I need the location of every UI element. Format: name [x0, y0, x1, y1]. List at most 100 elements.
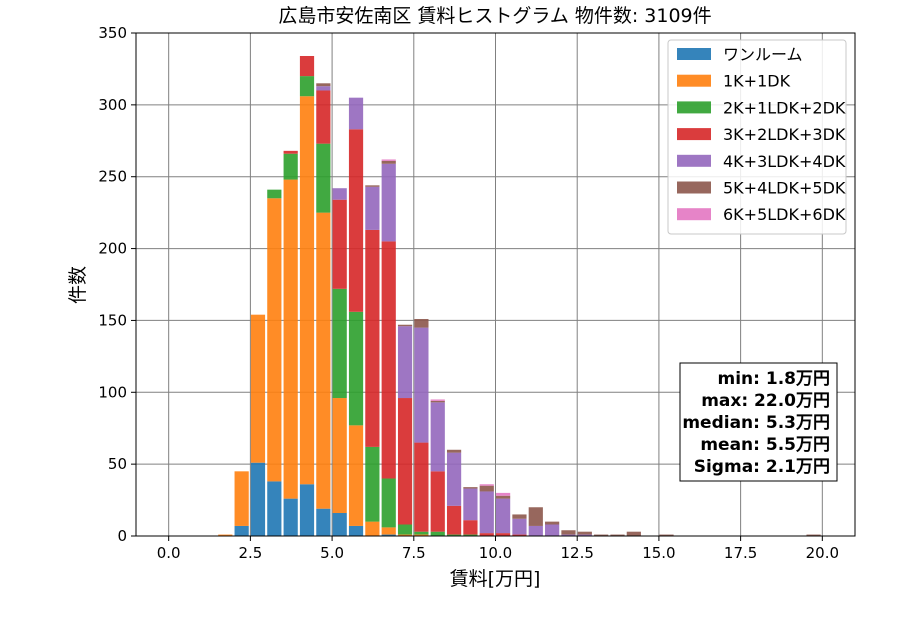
bar-segment: [577, 531, 592, 535]
legend-swatch: [677, 181, 711, 194]
bar-segment: [316, 508, 331, 536]
bar-segment: [626, 531, 641, 536]
legend-label: 3K+2LDK+3DK: [723, 125, 846, 144]
legend-frame: [667, 39, 847, 235]
x-tick-label: 12.5: [561, 544, 594, 562]
legend-label: 4K+3LDK+4DK: [723, 152, 846, 171]
x-tick-label: 0.0: [157, 544, 181, 562]
bar-segment: [381, 527, 396, 535]
bar-segment: [365, 521, 380, 536]
y-tick-label: 350: [98, 24, 127, 42]
bar-segment: [365, 229, 380, 447]
x-tick-label: 5.0: [320, 544, 344, 562]
bar-segment: [463, 488, 478, 521]
bar-segment: [479, 484, 494, 486]
y-tick-label: 0: [117, 527, 127, 545]
bar-segment: [397, 324, 413, 327]
stats-line: Sigma: 2.1万円: [694, 457, 830, 477]
legend-label: ワンルーム: [723, 45, 803, 64]
bar-segment: [430, 400, 445, 403]
bar-segment: [479, 491, 494, 534]
y-tick-label: 300: [98, 96, 127, 114]
x-tick-label: 15.0: [642, 544, 675, 562]
bar-segment: [446, 452, 462, 506]
y-tick-label: 250: [98, 168, 127, 186]
stats-frame: [679, 362, 838, 482]
bar-segment: [332, 188, 347, 200]
bar-segment: [250, 462, 266, 536]
bar-segment: [512, 518, 527, 535]
stats-line: max: 22.0万円: [701, 391, 830, 411]
bar-segment: [414, 318, 429, 328]
bar-segment: [381, 159, 396, 161]
stats-line: median: 5.3万円: [682, 413, 830, 433]
bar-segment: [332, 513, 347, 536]
bar-segment: [496, 495, 511, 499]
bar-segment: [397, 326, 413, 399]
bar-segment: [479, 485, 494, 492]
y-tick-label: 50: [108, 455, 127, 473]
bar-segment: [414, 327, 429, 443]
bar-segment: [299, 76, 315, 97]
bar-segment: [610, 534, 625, 536]
legend-swatch: [677, 128, 711, 141]
bar-segment: [430, 471, 445, 532]
bar-segment: [512, 534, 527, 536]
bar-segment: [430, 399, 445, 401]
bar-segment: [218, 534, 233, 536]
bar-segment: [365, 185, 380, 187]
legend-swatch: [677, 154, 711, 167]
y-tick-label: 200: [98, 240, 127, 258]
bar-segment: [397, 534, 413, 536]
legend-label: 2K+1LDK+2DK: [723, 98, 846, 117]
legend: ワンルーム 1K+1DK 2K+1LDK+2DK 3K+2LDK+3DK 4K+3LDK…: [667, 39, 847, 235]
bars: [218, 55, 821, 536]
x-tick-label: 7.5: [402, 544, 426, 562]
bar-segment: [397, 524, 413, 535]
bar-segment: [283, 150, 298, 154]
bar-segment: [463, 520, 478, 535]
x-tick-label: 2.5: [238, 544, 262, 562]
chart-title: 広島市安佐南区 賃料ヒストグラム 物件数: 3109件: [278, 5, 711, 27]
bar-segment: [332, 288, 347, 399]
bar-segment: [299, 96, 315, 485]
y-tick-label: 150: [98, 311, 127, 329]
bar-segment: [316, 83, 331, 87]
y-axis-label: 件数: [67, 266, 89, 304]
bar-segment: [348, 525, 364, 536]
bar-segment: [381, 534, 396, 536]
bar-segment: [528, 525, 543, 536]
bar-segment: [316, 90, 331, 144]
bar-segment: [283, 153, 298, 180]
bar-segment: [528, 507, 543, 526]
bar-segment: [381, 478, 396, 528]
bar-segment: [234, 471, 249, 526]
bar-segment: [299, 55, 315, 77]
legend-swatch: [677, 74, 711, 87]
bar-segment: [332, 398, 347, 514]
x-axis-ticks: 0.0 2.5 5.0 7.5 10.0 12.5 15.0 17.5 20.0: [157, 536, 839, 562]
bar-segment: [414, 442, 429, 532]
bar-segment: [250, 314, 266, 463]
bar-segment: [381, 241, 396, 479]
bar-segment: [463, 487, 478, 489]
bar-segment: [267, 198, 282, 482]
bar-segment: [348, 425, 364, 526]
bar-segment: [316, 212, 331, 509]
bar-segment: [806, 534, 821, 536]
bar-segment: [512, 514, 527, 519]
legend-label: 1K+1DK: [723, 72, 791, 91]
bar-segment: [316, 143, 331, 213]
bar-segment: [299, 484, 315, 536]
x-tick-label: 17.5: [724, 544, 757, 562]
legend-label: 6K+5LDK+6DK: [723, 205, 846, 224]
bar-segment: [430, 531, 445, 536]
bar-segment: [659, 534, 674, 536]
bar-segment: [496, 498, 511, 534]
stats-line: min: 1.8万円: [718, 369, 830, 389]
bar-segment: [283, 498, 298, 536]
bar-segment: [381, 163, 396, 242]
bar-segment: [414, 531, 429, 535]
